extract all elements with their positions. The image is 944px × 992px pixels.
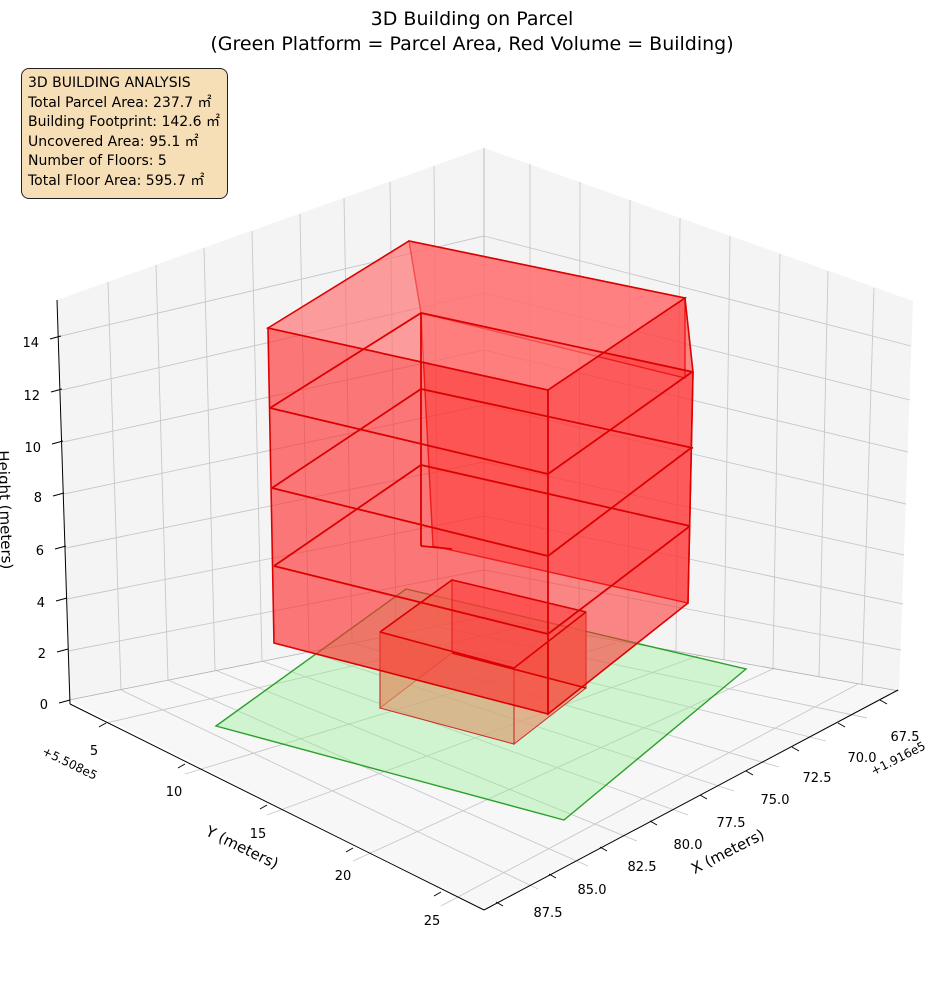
z-tick-label-4: 4 <box>37 596 45 611</box>
chart-title-line-2: (Green Platform = Parcel Area, Red Volum… <box>210 33 733 55</box>
y-tick-20 <box>345 847 354 853</box>
y-tick-labels: 5 10 15 20 25 <box>90 744 440 929</box>
z-tick-0 <box>58 699 71 704</box>
x-tick-label-87.5: 87.5 <box>534 906 563 921</box>
y-tick-15 <box>259 804 268 810</box>
grid-floor-x-5 <box>261 660 689 816</box>
x-axis-line <box>483 689 899 911</box>
y-axis-label: Y (meters) <box>202 822 281 873</box>
floor-line-3 <box>269 371 693 475</box>
x-tick-label-67.5: 67.5 <box>891 730 920 745</box>
grid-floor-y-4 <box>352 667 776 862</box>
x-tick-80.0 <box>649 820 658 826</box>
chart-title-line-1: 3D Building on Parcel <box>371 8 574 30</box>
building-main-right-face <box>547 296 694 716</box>
z-tick-8 <box>52 492 65 497</box>
grid-v-left-1 <box>107 281 122 691</box>
pane-floor <box>69 617 899 910</box>
z-tick-label-12: 12 <box>23 389 40 404</box>
info-building-footprint: Building Footprint: 142.6 ㎡ <box>28 114 221 131</box>
grid-floor-x-7 <box>167 679 589 867</box>
z-axis-label: Height (meters) <box>0 450 16 570</box>
x-tick-label-70.0: 70.0 <box>848 751 877 766</box>
y-tick-label-20: 20 <box>335 869 352 884</box>
y-tick-label-15: 15 <box>250 827 267 842</box>
grid-z-right-1 <box>483 235 912 347</box>
x-tick-label-72.5: 72.5 <box>803 771 832 786</box>
y-tick-25 <box>433 891 442 897</box>
z-tick-label-8: 8 <box>34 491 42 506</box>
z-tick-6 <box>54 545 67 550</box>
x-tick-label-75.0: 75.0 <box>761 793 790 808</box>
info-number-of-floors: Number of Floors: 5 <box>28 153 167 170</box>
z-tick-12 <box>50 388 63 393</box>
z-tick-10 <box>51 440 64 445</box>
z-tick-14 <box>49 335 62 340</box>
x-tick-75.0 <box>745 770 754 776</box>
y-tick-label-25: 25 <box>424 914 441 929</box>
annex-top-front <box>379 611 587 669</box>
x-tick-70.0 <box>837 722 846 728</box>
floor-line-1 <box>273 525 691 635</box>
z-tick-labels: 0 2 4 6 8 10 12 14 <box>22 336 48 713</box>
x-tick-72.5 <box>791 746 800 752</box>
info-uncovered-area: Uncovered Area: 95.1 ㎡ <box>28 133 199 150</box>
annex-top-back <box>379 579 587 633</box>
y-tick-5 <box>98 722 107 728</box>
info-box: 3D BUILDING ANALYSIS Total Parcel Area: … <box>21 68 229 199</box>
x-tick-82.5 <box>599 846 608 852</box>
x-tick-label-82.5: 82.5 <box>628 860 657 875</box>
tower-inner-bottom <box>420 545 453 550</box>
grid-v-right-5 <box>723 235 731 661</box>
annex-top-edges <box>379 579 587 689</box>
info-total-parcel-area: Total Parcel Area: 237.7 ㎡ <box>28 94 212 111</box>
x-tick-label-80.0: 80.0 <box>674 838 703 853</box>
info-total-floor-area: Total Floor Area: 595.7 ㎡ <box>28 172 205 189</box>
grid-v-right-7 <box>818 270 829 678</box>
x-tick-67.5 <box>879 699 888 705</box>
z-tick-label-0: 0 <box>40 698 48 713</box>
grid-v-right-8 <box>861 287 875 686</box>
annex-mid-line <box>451 652 587 689</box>
z-tick-label-2: 2 <box>38 647 46 662</box>
grid-v-left-2 <box>155 264 169 681</box>
z-tick-label-14: 14 <box>22 336 39 351</box>
z-axis-line <box>56 299 71 705</box>
grid-v-right-6 <box>772 253 781 669</box>
z-ticks <box>49 335 71 704</box>
y-ticks <box>98 722 442 897</box>
x-tick-85.0 <box>548 873 557 879</box>
axis-lines <box>56 299 899 911</box>
z-tick-label-10: 10 <box>24 441 41 456</box>
grid-v-left-4 <box>251 230 263 662</box>
x-tick-77.5 <box>699 794 708 800</box>
floor-division-lines <box>269 312 694 635</box>
info-box-title: 3D BUILDING ANALYSIS <box>28 75 191 91</box>
y-tick-label-10: 10 <box>166 785 183 800</box>
grid-floor-y-5 <box>440 683 859 907</box>
y-axis-line <box>69 703 485 911</box>
z-tick-4 <box>55 597 68 602</box>
x-tick-labels: 67.5 70.0 72.5 75.0 77.5 80.0 82.5 85.0 … <box>534 730 920 921</box>
z-tick-label-6: 6 <box>36 544 44 559</box>
x-ticks <box>495 699 888 907</box>
y-tick-label-5: 5 <box>90 744 98 759</box>
x-tick-label-85.0: 85.0 <box>578 883 607 898</box>
grid-floor-x-6 <box>214 669 638 842</box>
x-tick-87.5 <box>495 901 504 907</box>
grid-floor-x-8 <box>120 689 539 890</box>
grid-v-left-3 <box>203 247 216 671</box>
floor-line-2 <box>271 447 692 557</box>
y-tick-10 <box>177 763 186 769</box>
z-tick-2 <box>56 648 69 653</box>
x-tick-label-77.5: 77.5 <box>717 816 746 831</box>
